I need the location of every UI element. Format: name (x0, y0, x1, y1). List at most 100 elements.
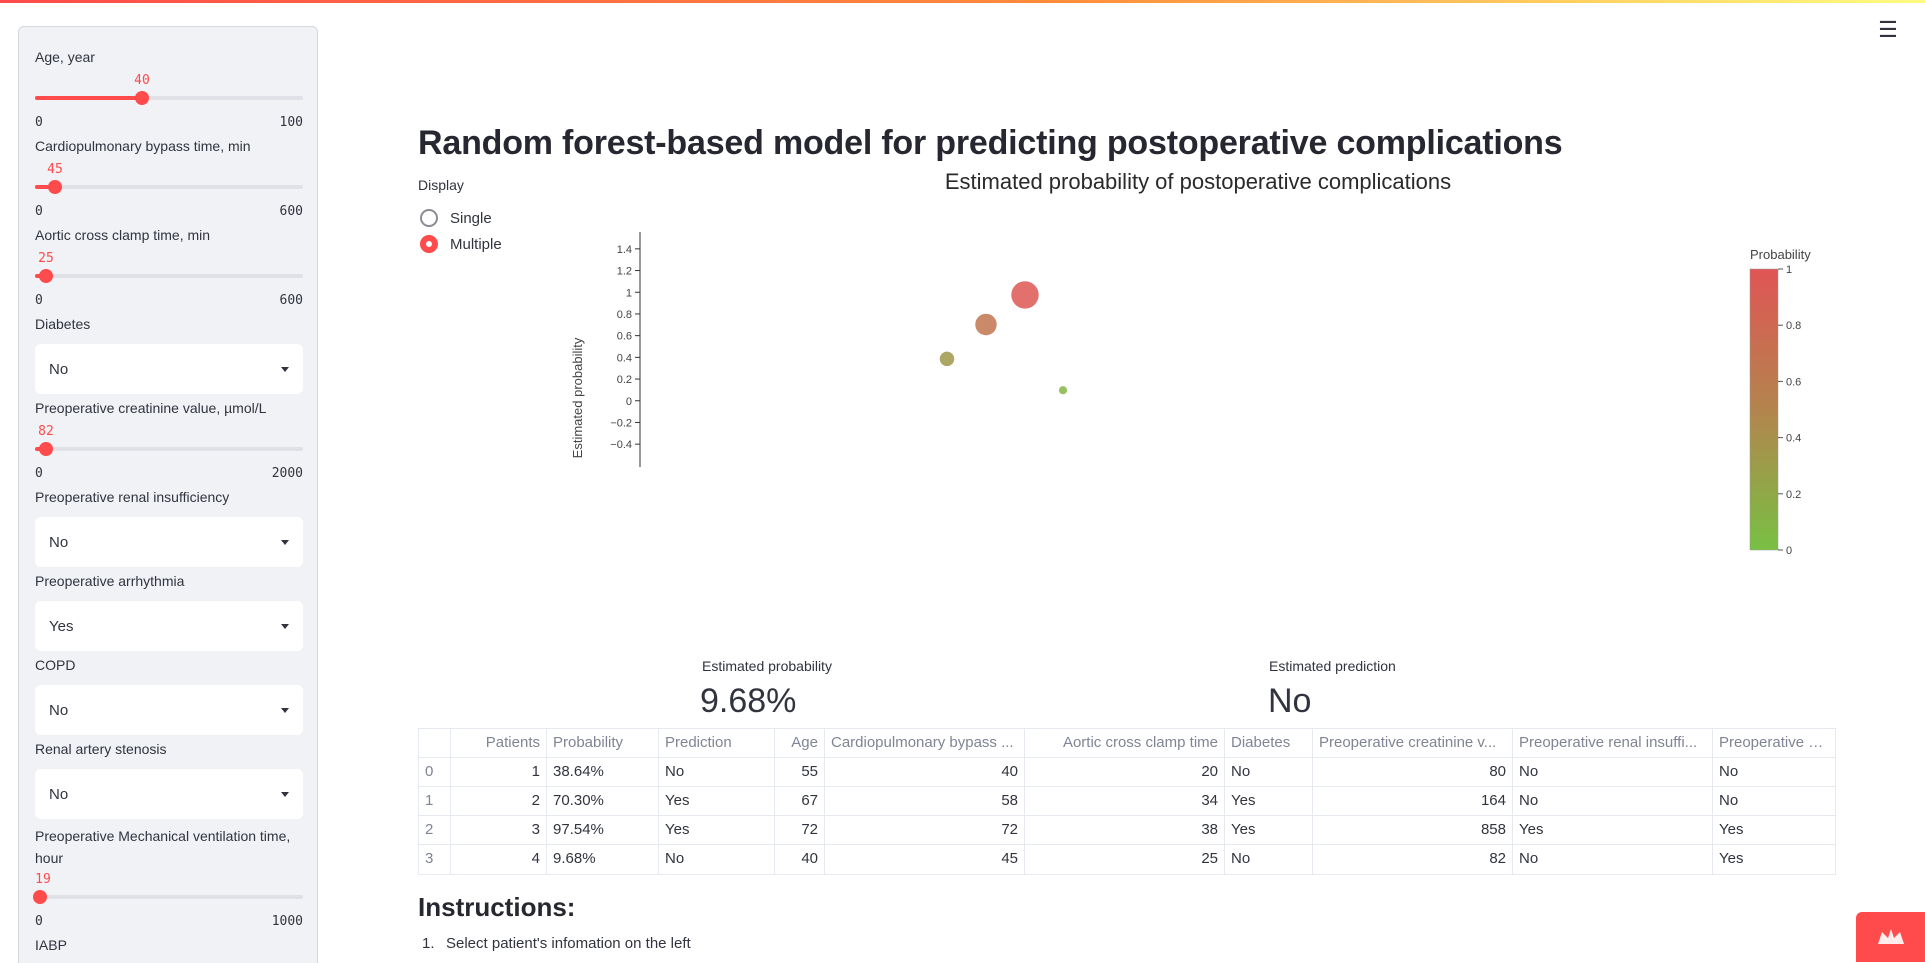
diabetes-select-value: No (49, 360, 69, 378)
copd-select[interactable]: No (35, 685, 303, 735)
table-cell: 2 (451, 787, 547, 815)
colorbar-tick-label: 0 (1786, 545, 1792, 557)
radio-single-circle[interactable] (420, 209, 438, 227)
table-row[interactable]: 1 2 70.30% Yes 67 58 34 Yes 164 No No (419, 787, 1835, 816)
ventilation-time-slider[interactable] (33, 890, 303, 904)
y-axis-label: Estimated probability (570, 337, 585, 458)
table-row[interactable]: 0 1 38.64% No 55 40 20 No 80 No No (419, 758, 1835, 787)
table-cell: 82 (1313, 845, 1513, 874)
age-slider-handle[interactable] (135, 91, 149, 105)
y-axis: 1.4 1.2 1 0.8 0.6 0.4 0.2 0 −0.2 −0.4 (610, 232, 641, 467)
aortic-clamp-max: 600 (279, 293, 303, 308)
table-row[interactable]: 3 4 9.68% No 40 45 25 No 82 No Yes (419, 845, 1835, 874)
table-cell: 25 (1025, 845, 1225, 874)
creatinine-value: 82 (38, 424, 54, 439)
table-cell: No (1225, 845, 1313, 874)
column-header[interactable]: Cardiopulmonary bypass ... (825, 729, 1025, 757)
y-tick-label: −0.4 (610, 439, 632, 451)
renal-insufficiency-label: Preoperative renal insufficiency (35, 489, 230, 505)
column-header[interactable]: Diabetes (1225, 729, 1313, 757)
cpb-time-slider[interactable] (35, 180, 303, 194)
data-points (939, 281, 1068, 395)
aortic-clamp-min: 0 (35, 293, 43, 308)
table-cell: 34 (1025, 787, 1225, 815)
creatinine-label: Preoperative creatinine value, µmol/L (35, 400, 267, 416)
table-cell: No (1225, 758, 1313, 786)
aortic-clamp-slider[interactable] (35, 269, 303, 283)
ventilation-time-max: 1000 (271, 914, 303, 929)
colorbar-tick-label: 0.6 (1786, 376, 1801, 388)
cpb-time-min: 0 (35, 204, 43, 219)
colorbar-ticks: 1 0.8 0.6 0.4 0.2 0 (1778, 264, 1801, 557)
chevron-down-icon (281, 623, 289, 629)
aortic-clamp-slider-handle[interactable] (39, 269, 53, 283)
table-cell: 70.30% (547, 787, 659, 815)
creatinine-slider-handle[interactable] (39, 442, 53, 456)
chart-title: Estimated probability of postoperative c… (945, 169, 1451, 194)
data-point[interactable] (975, 313, 997, 336)
streamlit-crown-icon[interactable] (1856, 912, 1925, 962)
data-point[interactable] (1011, 281, 1039, 309)
column-header[interactable]: Probability (547, 729, 659, 757)
estimated-prediction-label: Estimated prediction (1269, 658, 1396, 674)
row-index: 1 (419, 787, 451, 815)
radio-single[interactable]: Single (420, 208, 720, 228)
column-header[interactable] (419, 729, 451, 757)
table-row[interactable]: 2 3 97.54% Yes 72 72 38 Yes 858 Yes Yes (419, 816, 1835, 845)
table-cell: 67 (775, 787, 825, 815)
column-header[interactable]: Prediction (659, 729, 775, 757)
diabetes-select[interactable]: No (35, 344, 303, 394)
table-cell: 164 (1313, 787, 1513, 815)
patients-table[interactable]: Patients Probability Prediction Age Cardiopu… (418, 728, 1836, 875)
y-tick-label: −0.2 (610, 417, 632, 429)
table-cell: Yes (659, 816, 775, 844)
estimated-probability-value: 9.68% (700, 682, 797, 720)
column-header[interactable]: Preoperative arrhyth (1719, 734, 1835, 751)
row-index: 2 (419, 816, 451, 844)
ventilation-time-value: 19 (35, 872, 51, 887)
column-header[interactable]: Patients (451, 729, 547, 757)
column-header[interactable]: Age (775, 729, 825, 757)
column-header[interactable]: Preoperative creatinine v... (1313, 729, 1513, 757)
data-point[interactable] (1058, 386, 1068, 395)
table-cell: 9.68% (547, 845, 659, 874)
probability-chart[interactable]: Estimated probability of postoperative c… (560, 165, 1850, 585)
cpb-time-slider-fill (35, 185, 55, 189)
table-cell: 40 (775, 845, 825, 874)
age-label: Age, year (35, 49, 95, 65)
renal-artery-stenosis-select[interactable]: No (35, 769, 303, 819)
renal-artery-stenosis-label: Renal artery stenosis (35, 741, 167, 757)
ventilation-time-slider-handle[interactable] (33, 890, 47, 904)
radio-multiple[interactable]: Multiple (420, 234, 720, 254)
arrhythmia-label: Preoperative arrhythmia (35, 573, 185, 589)
table-cell: 45 (825, 845, 1025, 874)
radio-multiple-label: Multiple (450, 235, 502, 253)
data-point[interactable] (939, 351, 955, 367)
row-index: 0 (419, 758, 451, 786)
table-cell: Yes (1719, 850, 1744, 867)
table-cell: 40 (825, 758, 1025, 786)
y-tick-label: 0.6 (617, 331, 632, 343)
renal-insufficiency-select[interactable]: No (35, 517, 303, 567)
cpb-time-slider-handle[interactable] (48, 180, 62, 194)
creatinine-slider[interactable] (35, 442, 303, 456)
aortic-clamp-value: 25 (38, 251, 54, 266)
column-header[interactable]: Aortic cross clamp time (1025, 729, 1225, 757)
hamburger-menu-icon[interactable]: ☰ (1878, 17, 1898, 42)
crown-icon (1877, 929, 1904, 944)
radio-multiple-circle[interactable] (420, 235, 438, 253)
copd-label: COPD (35, 657, 76, 673)
table-cell: No (1513, 845, 1713, 874)
table-cell: No (659, 845, 775, 874)
arrhythmia-select[interactable]: Yes (35, 601, 303, 651)
y-tick-label: 1.4 (617, 244, 632, 256)
colorbar-tick-label: 1 (1786, 264, 1792, 276)
cpb-time-value: 45 (47, 162, 63, 177)
age-slider[interactable] (35, 91, 303, 105)
column-header[interactable]: Preoperative renal insuffi... (1513, 729, 1713, 757)
table-cell: 58 (825, 787, 1025, 815)
table-cell: 1 (451, 758, 547, 786)
display-label: Display (418, 177, 464, 193)
age-min: 0 (35, 115, 43, 130)
table-cell: Yes (1719, 821, 1744, 838)
